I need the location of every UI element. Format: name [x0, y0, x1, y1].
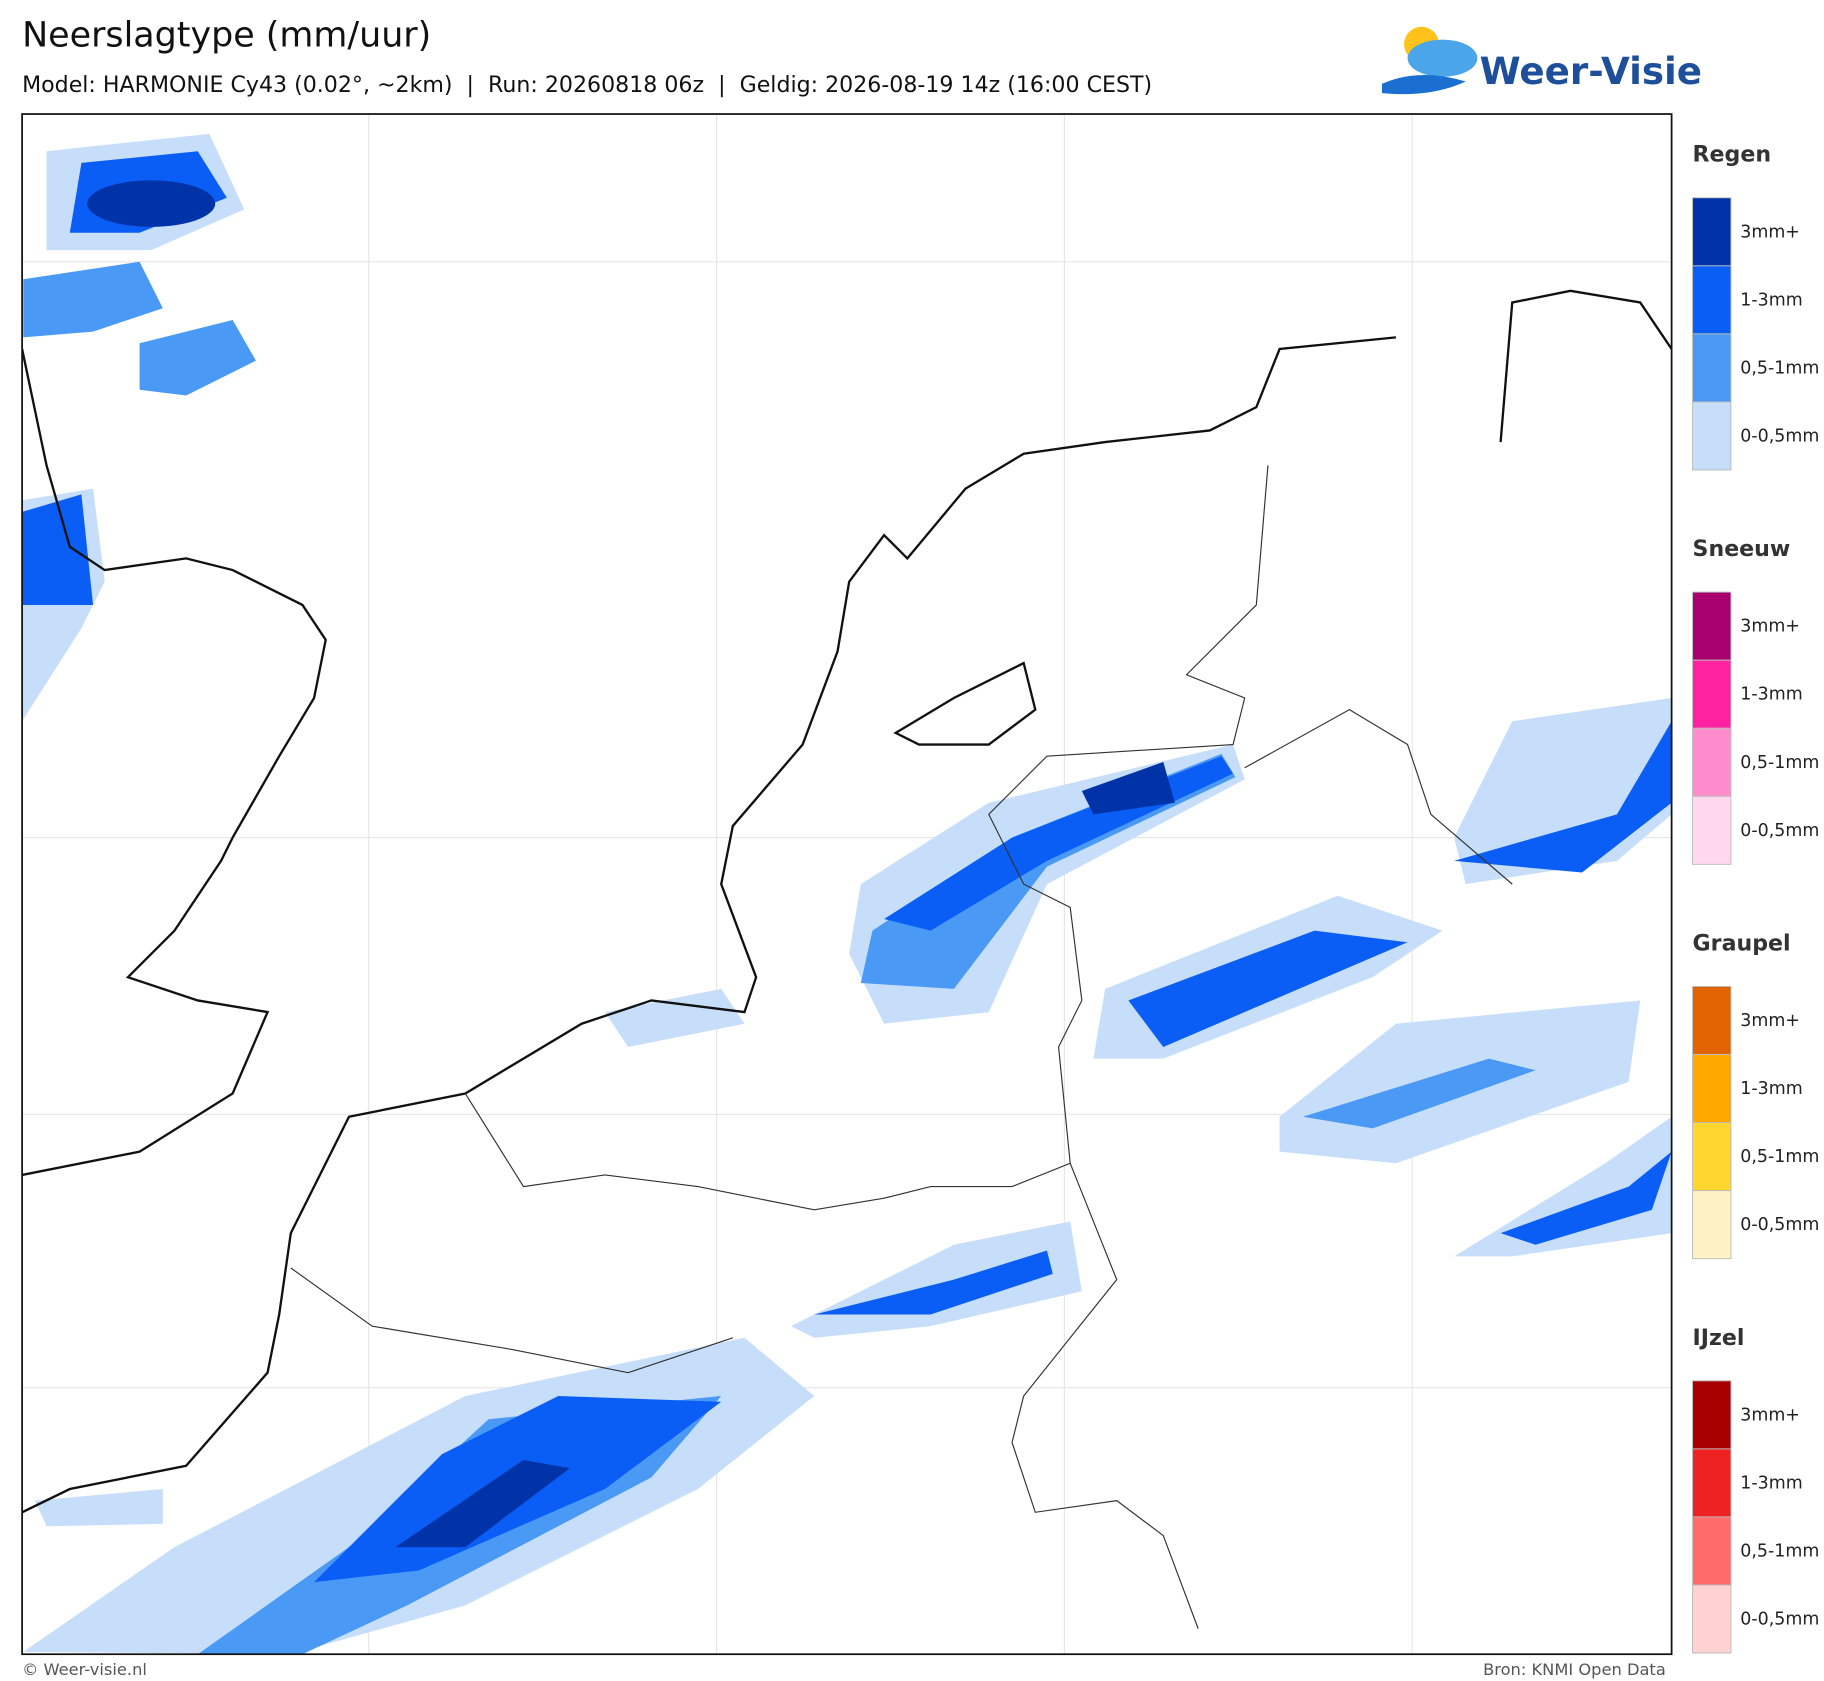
legend-label: 1-3mm	[1740, 1473, 1802, 1493]
precipitation	[22, 133, 1672, 1655]
footer-right: Bron: KNMI Open Data	[1483, 1660, 1666, 1679]
legend-group-title: Regen	[1693, 142, 1772, 168]
map	[22, 114, 1672, 1655]
legend-label: 1-3mm	[1740, 685, 1802, 705]
legend-label: 3mm+	[1740, 617, 1800, 637]
legend-swatch	[1692, 401, 1732, 471]
legend-label: 3mm+	[1740, 1405, 1800, 1425]
legend-group-title: Sneeuw	[1693, 536, 1791, 562]
legend-swatch	[1692, 333, 1732, 403]
legend-swatch	[1692, 795, 1732, 865]
legend-label: 0-0,5mm	[1740, 821, 1819, 841]
legend-swatch	[1692, 265, 1732, 335]
map-frame	[21, 113, 1673, 1656]
legend-label: 0,5-1mm	[1740, 1541, 1819, 1561]
footer-left: © Weer-visie.nl	[22, 1660, 147, 1679]
coastlines	[22, 289, 1672, 1514]
legend-swatch	[1692, 1516, 1732, 1586]
legend-group-title: Graupel	[1693, 930, 1791, 956]
legend-swatch	[1692, 727, 1732, 797]
legend-swatch	[1692, 591, 1732, 661]
legend-swatch	[1692, 1584, 1732, 1654]
legend-swatch	[1692, 1190, 1732, 1260]
legend-label: 3mm+	[1740, 222, 1800, 242]
legend-label: 0-0,5mm	[1740, 1610, 1819, 1630]
borders	[290, 465, 1513, 1629]
legend-label: 0,5-1mm	[1740, 753, 1819, 773]
legend-label: 0,5-1mm	[1740, 358, 1819, 378]
legend: Regen 3mm+ 1-3mm 0,5-1mm 0-0,5mm Sneeuw 3mm+ 1-…	[1692, 142, 1819, 1654]
legend-label: 1-3mm	[1740, 1079, 1802, 1099]
subtitle: Model: HARMONIE Cy43 (0.02°, ~2km) | Run…	[22, 72, 1152, 98]
legend-swatch	[1692, 986, 1732, 1056]
legend-swatch	[1692, 1122, 1732, 1192]
legend-swatch	[1692, 659, 1732, 729]
legend-label: 3mm+	[1740, 1011, 1800, 1031]
logo-text: Weer-Visie	[1480, 49, 1702, 93]
legend-label: 0-0,5mm	[1740, 1215, 1819, 1235]
legend-swatch	[1692, 1448, 1732, 1518]
legend-swatch	[1692, 1054, 1732, 1124]
legend-label: 0,5-1mm	[1740, 1147, 1819, 1167]
title: Neerslagtype (mm/uur)	[22, 16, 431, 56]
logo: Weer-Visie	[1381, 26, 1702, 95]
legend-label: 1-3mm	[1740, 290, 1802, 310]
legend-swatch	[1692, 1380, 1732, 1450]
legend-label: 0-0,5mm	[1740, 427, 1819, 447]
legend-swatch	[1692, 197, 1732, 267]
legend-group-title: IJzel	[1693, 1325, 1745, 1351]
